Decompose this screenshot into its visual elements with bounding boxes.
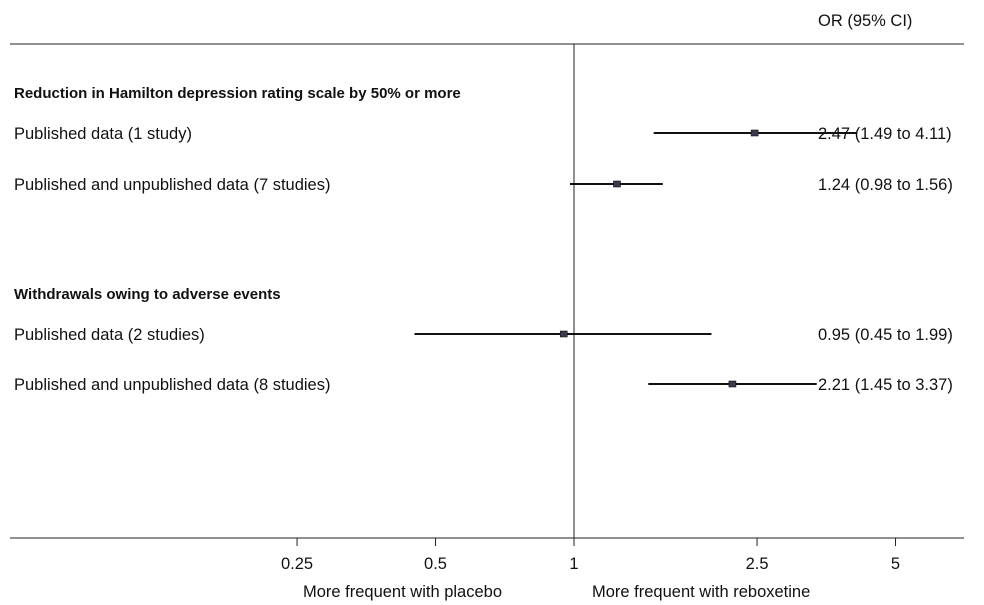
rows-layer: Reduction in Hamilton depression rating … — [14, 85, 953, 394]
x-tick-label: 5 — [891, 555, 900, 573]
or-point — [559, 330, 568, 338]
or-point — [750, 129, 759, 137]
row-label: Published and unpublished data (8 studie… — [14, 376, 330, 394]
or-ci-text: 1.24 (0.98 to 1.56) — [818, 176, 953, 194]
or-ci-text: 2.47 (1.49 to 4.11) — [818, 125, 952, 143]
group-header: Reduction in Hamilton depression rating … — [14, 85, 461, 102]
x-tick-label: 2.5 — [746, 555, 769, 573]
x-tick-label: 0.5 — [424, 555, 447, 573]
x-tick-label: 0.25 — [281, 555, 313, 573]
ticks-layer: 0.25 0.5 1 2.5 5 — [281, 538, 900, 573]
direction-label-right: More frequent with reboxetine — [592, 583, 810, 601]
or-ci-text: 0.95 (0.45 to 1.99) — [818, 326, 953, 344]
or-ci-text: 2.21 (1.45 to 3.37) — [818, 376, 953, 394]
column-header: OR (95% CI) — [818, 12, 912, 30]
or-point — [613, 180, 621, 188]
or-point — [728, 380, 737, 388]
group-header: Withdrawals owing to adverse events — [14, 286, 281, 303]
row-label: Published data (1 study) — [14, 125, 192, 143]
row-label: Published and unpublished data (7 studie… — [14, 176, 330, 194]
direction-label-left: More frequent with placebo — [303, 583, 502, 601]
row-label: Published data (2 studies) — [14, 326, 205, 344]
x-tick-label: 1 — [569, 555, 578, 573]
